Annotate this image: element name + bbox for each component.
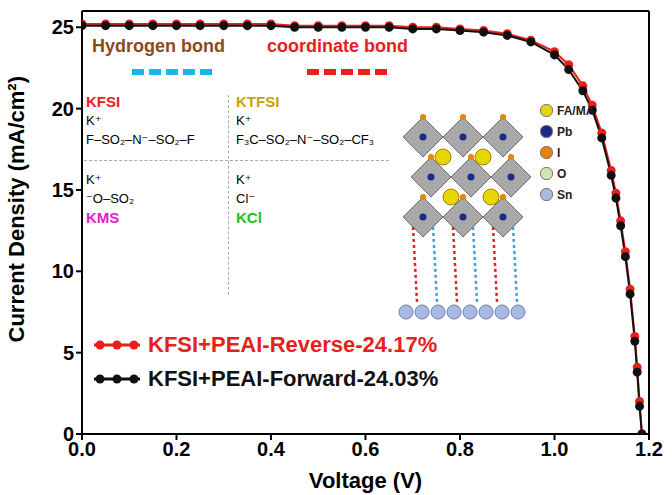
svg-text:1.2: 1.2 [635,438,663,460]
svg-text:10: 10 [52,260,74,282]
svg-text:0.4: 0.4 [257,438,286,460]
html-text:K⁺: K⁺ [86,113,102,128]
html-text:Cl⁻: Cl⁻ [236,191,256,206]
svg-text:5: 5 [63,342,74,364]
html-text:Hydrogen bond: Hydrogen bond [92,36,225,56]
html-text:Sn: Sn [557,187,573,202]
html-text:K⁺: K⁺ [236,172,252,187]
html-text:Pb: Pb [557,124,573,139]
html-text:KMS: KMS [86,209,120,226]
svg-text:25: 25 [52,16,74,38]
html-text:KFSI: KFSI [86,93,121,110]
html-text:KCl: KCl [236,209,262,226]
svg-text:15: 15 [52,179,74,201]
html-text:F₃C–SO₂–N⁻–SO₂–CF₃: F₃C–SO₂–N⁻–SO₂–CF₃ [236,132,375,147]
svg-text:0.8: 0.8 [446,438,474,460]
html-text:KTFSI: KTFSI [236,93,280,110]
html-text:F–SO₂–N⁻–SO₂–F: F–SO₂–N⁻–SO₂–F [86,132,195,147]
html-text:FA/MA: FA/MA [557,103,595,118]
html-text:KFSI+PEAI-Forward-24.03%: KFSI+PEAI-Forward-24.03% [148,366,439,391]
html-text:K⁺: K⁺ [236,113,252,128]
svg-text:Voltage (V): Voltage (V) [309,468,422,493]
svg-text:Current Density (mA/cm²): Current Density (mA/cm²) [4,76,29,342]
svg-text:0.6: 0.6 [352,438,380,460]
html-text:⁻O–SO₂: ⁻O–SO₂ [86,191,134,206]
svg-text:20: 20 [52,98,74,120]
html-text:coordinate bond: coordinate bond [267,36,408,56]
html-text:O: O [557,166,567,181]
svg-text:0: 0 [63,423,74,445]
html-text:I: I [557,145,561,160]
svg-text:0.2: 0.2 [163,438,191,460]
svg-text:1.0: 1.0 [541,438,569,460]
html-text:K⁺: K⁺ [86,172,102,187]
svg-text:0.0: 0.0 [68,438,96,461]
html-text:KFSI+PEAI-Reverse-24.17%: KFSI+PEAI-Reverse-24.17% [148,332,438,357]
